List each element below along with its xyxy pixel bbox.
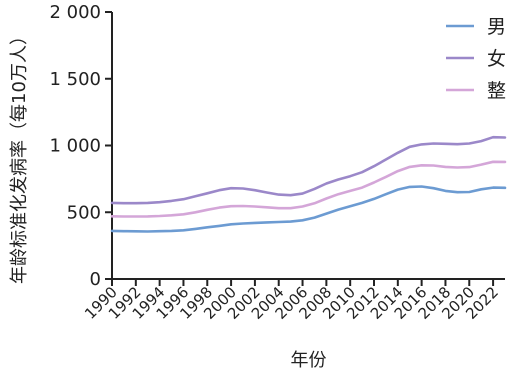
- series-line-0: [110, 185, 507, 233]
- y-axis-title: 年龄标准化发病率（每10万人）: [9, 27, 30, 284]
- legend-label-2: 整: [487, 80, 506, 102]
- legend: 男女整: [446, 16, 506, 102]
- series-lines: [110, 135, 507, 233]
- y-tick-label: 0: [90, 269, 101, 290]
- y-ticks: 0 500 1 000 1 500 2 000: [49, 2, 112, 290]
- legend-label-1: 女: [487, 48, 506, 70]
- series-line-1: [110, 135, 507, 205]
- x-axis-title: 年份: [291, 350, 327, 371]
- legend-label-0: 男: [487, 16, 506, 38]
- y-tick-label: 1 000: [49, 136, 101, 157]
- y-tick-label: 500: [67, 202, 101, 223]
- x-ticks: 1990199219941996199820002002200420062008…: [81, 279, 502, 323]
- series-line-2: [110, 160, 507, 218]
- y-tick-label: 1 500: [49, 69, 101, 90]
- y-tick-label: 2 000: [49, 2, 101, 23]
- axes: 0 500 1 000 1 500 2 000 19901992199419961998…: [49, 2, 505, 323]
